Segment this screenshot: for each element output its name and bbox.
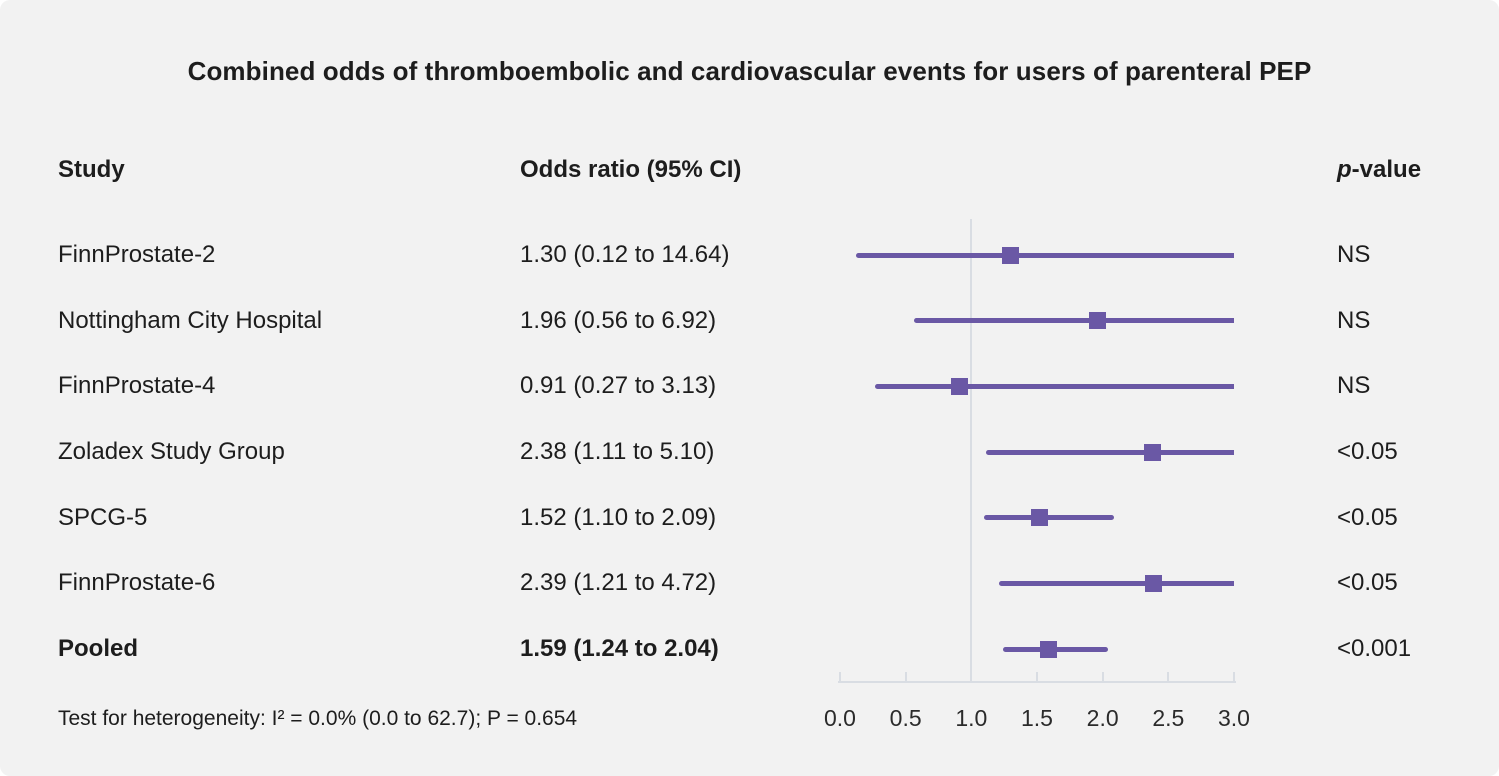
x-axis-tick-label: 2.0	[1086, 705, 1119, 731]
odds-ratio-text: 2.39 (1.21 to 4.72)	[520, 569, 717, 596]
x-axis-tick	[839, 672, 841, 681]
x-axis-tick	[904, 672, 907, 681]
confidence-interval-line	[913, 318, 1234, 324]
study-name: Zoladex Study Group	[58, 438, 285, 465]
point-estimate-marker	[1145, 574, 1163, 592]
p-value-text: <0.05	[1337, 504, 1398, 531]
p-value-text: <0.001	[1337, 635, 1412, 662]
confidence-interval-line	[998, 580, 1234, 586]
figure-title: Combined odds of thromboembolic and card…	[187, 56, 1312, 86]
confidence-interval-line	[875, 383, 1234, 389]
x-axis-tick	[1167, 672, 1170, 681]
point-estimate-marker	[1088, 312, 1106, 330]
x-axis-tick-label: 1.0	[955, 705, 988, 731]
x-axis-line	[838, 681, 1236, 683]
p-value-italic-p: p	[1337, 156, 1352, 183]
confidence-interval-line	[855, 252, 1234, 258]
odds-ratio-text: 2.38 (1.11 to 5.10)	[520, 438, 715, 465]
x-axis-tick	[970, 672, 973, 681]
study-name: SPCG-5	[58, 504, 148, 531]
study-name: FinnProstate-2	[58, 241, 216, 268]
x-axis-tick-label: 3.0	[1217, 705, 1250, 731]
x-axis-tick-label: 2.5	[1152, 705, 1185, 731]
odds-ratio-text: 0.91 (0.27 to 3.13)	[520, 372, 717, 399]
column-header-study: Study	[58, 156, 125, 183]
point-estimate-marker	[1040, 640, 1058, 658]
study-name: Pooled	[58, 635, 139, 662]
odds-ratio-text: 1.59 (1.24 to 2.04)	[520, 635, 719, 662]
x-axis-tick-label: 1.5	[1020, 705, 1053, 731]
p-value-text: NS	[1337, 307, 1371, 334]
column-header-p-value: p-value	[1337, 153, 1421, 187]
confidence-interval-line	[985, 449, 1234, 455]
p-value-rest: -value	[1351, 156, 1422, 183]
x-axis-tick	[1035, 672, 1038, 681]
x-axis-tick-label: 0.5	[889, 705, 922, 731]
study-name: FinnProstate-6	[58, 569, 216, 596]
p-value-text: NS	[1337, 241, 1371, 268]
reference-line	[970, 219, 973, 683]
x-axis-tick	[1232, 672, 1235, 681]
point-estimate-marker	[1002, 246, 1020, 264]
odds-ratio-text: 1.52 (1.10 to 2.09)	[520, 504, 717, 531]
p-value-text: <0.05	[1337, 438, 1398, 465]
confidence-interval-line	[984, 515, 1115, 521]
point-estimate-marker	[1144, 443, 1162, 461]
point-estimate-marker	[951, 377, 968, 395]
study-name: Nottingham City Hospital	[58, 307, 323, 334]
x-axis-tick	[1101, 672, 1104, 681]
heterogeneity-note: Test for heterogeneity: I² = 0.0% (0.0 t…	[58, 707, 578, 730]
x-axis-tick-label: 0.0	[824, 705, 856, 731]
odds-ratio-text: 1.96 (0.56 to 6.92)	[520, 307, 717, 334]
study-name: FinnProstate-4	[58, 372, 216, 399]
point-estimate-marker	[1031, 509, 1049, 527]
p-value-text: <0.05	[1337, 569, 1398, 596]
p-value-text: NS	[1337, 372, 1371, 399]
column-header-odds-ratio: Odds ratio (95% CI)	[520, 156, 742, 183]
odds-ratio-text: 1.30 (0.12 to 14.64)	[520, 241, 730, 268]
